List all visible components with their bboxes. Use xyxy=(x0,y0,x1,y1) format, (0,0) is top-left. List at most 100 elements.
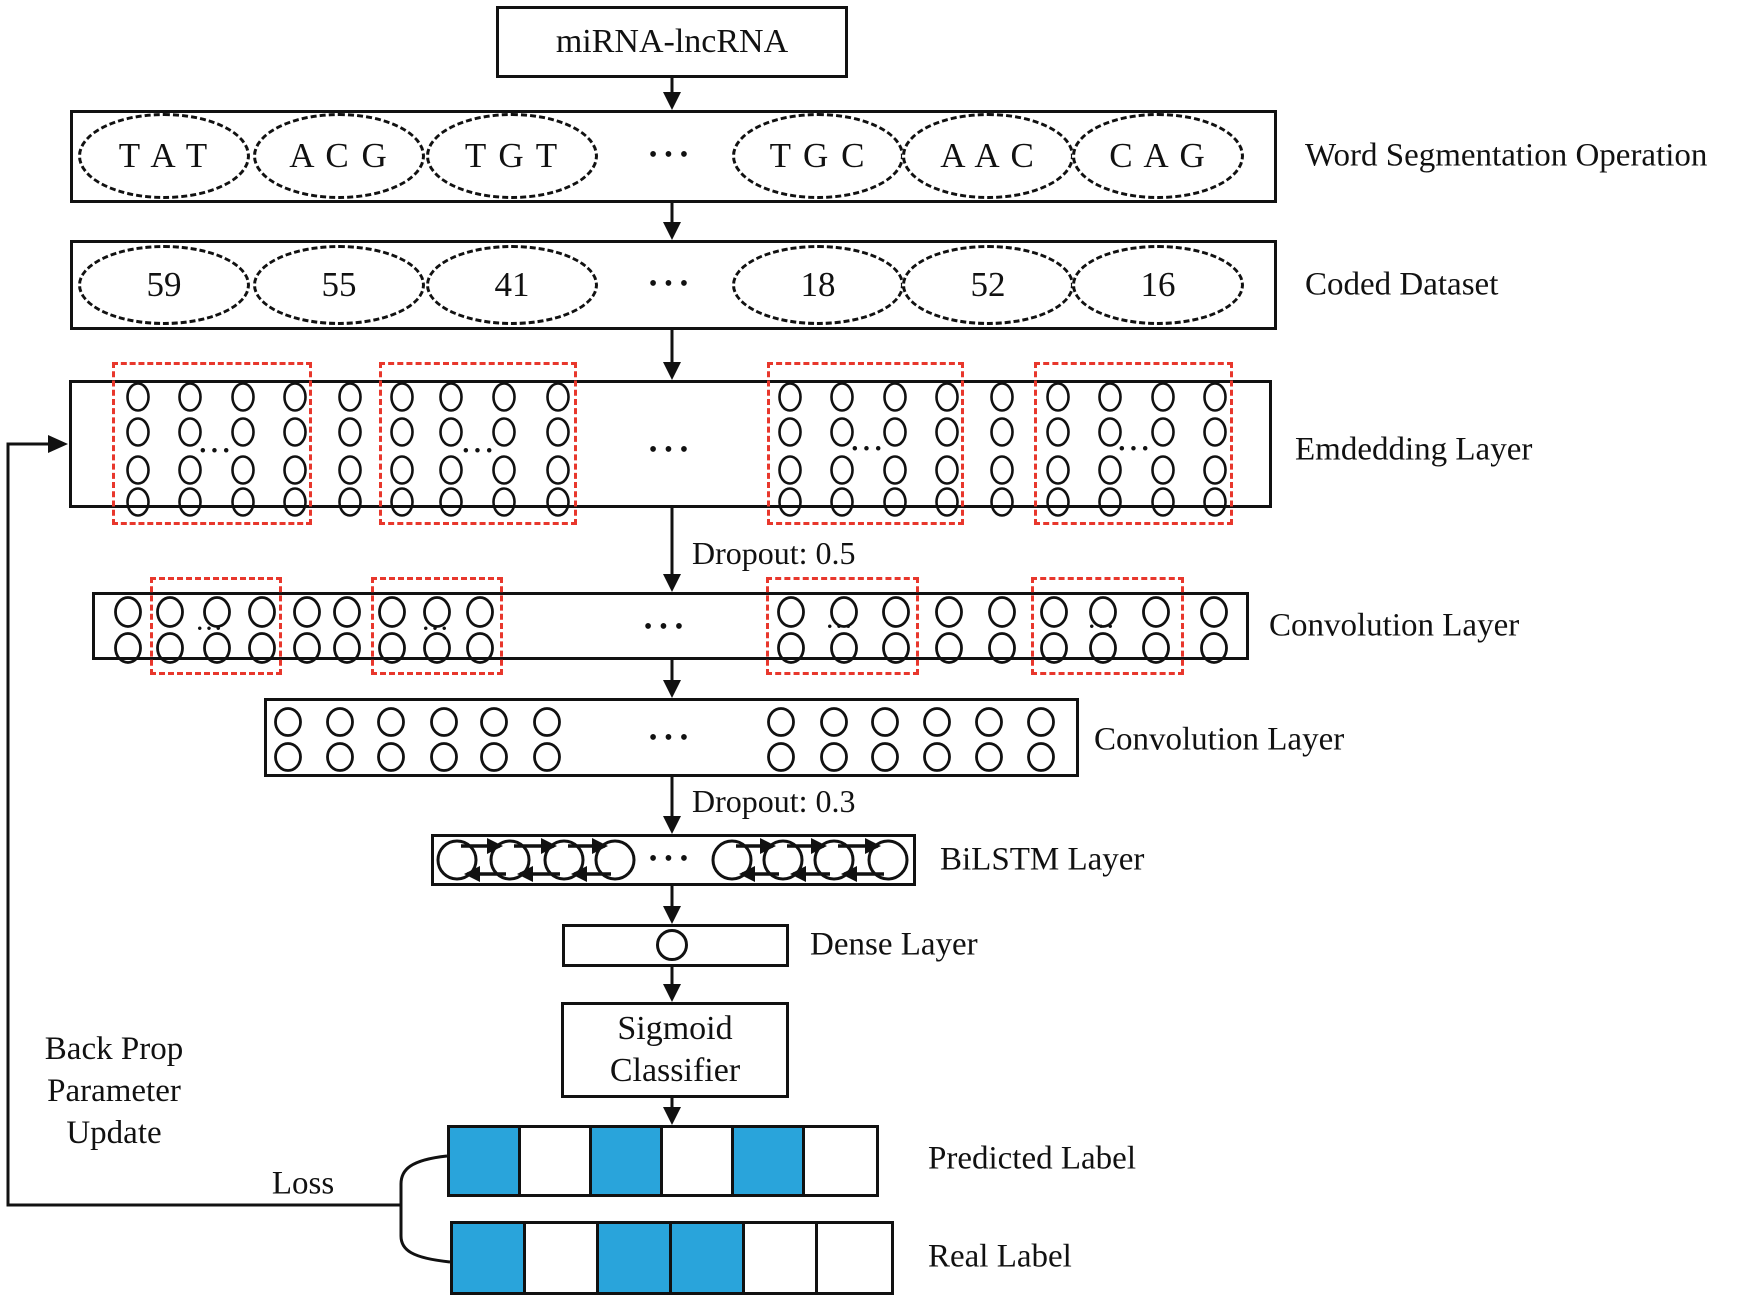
embedding-neuron xyxy=(1046,455,1070,485)
embedding-neuron xyxy=(778,455,802,485)
embedding-neuron xyxy=(492,487,516,517)
loss-brace xyxy=(399,1154,451,1264)
embedding-neuron xyxy=(492,417,516,447)
real-cell-white xyxy=(526,1224,599,1292)
embedding-neuron xyxy=(231,417,255,447)
sigmoid-classifier-box: Sigmoid Classifier xyxy=(561,1002,789,1098)
conv1-neuron xyxy=(466,596,494,628)
conv1-neuron xyxy=(114,596,142,628)
kernel-window xyxy=(150,577,282,675)
embedding-neuron xyxy=(439,417,463,447)
embedding-neuron xyxy=(338,455,362,485)
predicted-label-row xyxy=(447,1125,879,1197)
ellipsis-dots: ••• xyxy=(199,440,235,462)
conv1-neuron xyxy=(156,596,184,628)
real-cell-white xyxy=(745,1224,818,1292)
conv1-neuron xyxy=(203,596,231,628)
kernel-window xyxy=(766,577,919,675)
predicted-cell-white xyxy=(805,1128,876,1194)
conv2-neuron xyxy=(430,707,458,737)
kernel-window xyxy=(1034,362,1233,525)
embedding-neuron xyxy=(990,382,1014,412)
flow-arrowhead-3 xyxy=(663,362,681,380)
ellipsis-dots: ••• xyxy=(648,271,696,298)
kernel-window xyxy=(371,577,503,675)
conv1-neuron xyxy=(378,632,406,664)
conv2-neuron xyxy=(274,742,302,772)
embedding-neuron xyxy=(283,455,307,485)
embedding-neuron xyxy=(390,417,414,447)
conv1-neuron xyxy=(248,632,276,664)
embedding-neuron xyxy=(1203,487,1227,517)
conv2-neuron xyxy=(871,707,899,737)
conv2-neuron xyxy=(1027,707,1055,737)
conv2-neuron xyxy=(767,742,795,772)
conv1-neuron xyxy=(156,632,184,664)
conv1-neuron xyxy=(1200,632,1228,664)
conv1-neuron xyxy=(988,632,1016,664)
embedding-neuron xyxy=(1098,417,1122,447)
word-segmentation-label: Word Segmentation Operation xyxy=(1305,137,1708,174)
conv2-neuron xyxy=(326,707,354,737)
embedding-neuron xyxy=(1151,417,1175,447)
embedding-neuron xyxy=(1046,487,1070,517)
backprop-line3: Update xyxy=(66,1115,162,1151)
embedding-neuron xyxy=(178,382,202,412)
ellipsis-dots: ••• xyxy=(827,619,855,636)
conv2-neuron xyxy=(326,742,354,772)
embedding-neuron xyxy=(883,417,907,447)
convolution-layer2-label: Convolution Layer xyxy=(1094,721,1345,758)
bilstm-layer-box xyxy=(431,834,916,886)
conv2-neuron xyxy=(480,707,508,737)
conv1-neuron xyxy=(1089,596,1117,628)
embedding-neuron xyxy=(1098,487,1122,517)
flow-arrowhead-1 xyxy=(663,92,681,110)
conv1-neuron xyxy=(1040,596,1068,628)
kernel-window xyxy=(1031,577,1184,675)
conv1-neuron xyxy=(830,632,858,664)
conv1-neuron xyxy=(935,596,963,628)
trigram-ellipse: T A T xyxy=(78,113,250,199)
embedding-neuron xyxy=(830,382,854,412)
embedding-neuron xyxy=(390,455,414,485)
conv1-neuron xyxy=(1040,632,1068,664)
bilstm-layer-label: BiLSTM Layer xyxy=(940,841,1145,878)
embedding-neuron xyxy=(283,487,307,517)
embedding-neuron xyxy=(439,455,463,485)
ellipsis-dots: ••• xyxy=(648,142,696,169)
conv1-neuron xyxy=(423,596,451,628)
embedding-neuron xyxy=(990,417,1014,447)
word-segmentation-box xyxy=(70,110,1277,203)
embedding-neuron xyxy=(778,487,802,517)
conv1-neuron xyxy=(333,632,361,664)
embedding-neuron xyxy=(1151,487,1175,517)
embedding-neuron xyxy=(830,417,854,447)
input-box: miRNA-lncRNA xyxy=(496,6,848,78)
kernel-window xyxy=(379,362,577,525)
real-cell-blue xyxy=(599,1224,672,1292)
flow-arrowhead-6 xyxy=(663,816,681,834)
code-ellipse: 18 xyxy=(732,245,904,325)
embedding-neuron xyxy=(178,455,202,485)
sigmoid-line2: Classifier xyxy=(609,1052,741,1089)
conv2-neuron xyxy=(975,707,1003,737)
embedding-neuron xyxy=(935,455,959,485)
flow-arrowhead-4 xyxy=(663,574,681,592)
embedding-neuron xyxy=(492,455,516,485)
embedding-neuron xyxy=(990,487,1014,517)
conv1-neuron xyxy=(203,632,231,664)
embedding-neuron xyxy=(1203,417,1227,447)
ellipsis-dots: ••• xyxy=(1118,438,1154,460)
ellipsis-dots: ••• xyxy=(648,437,696,464)
ellipsis-dots: ••• xyxy=(648,846,696,873)
real-cell-blue xyxy=(672,1224,745,1292)
embedding-neuron xyxy=(830,455,854,485)
conv1-neuron xyxy=(114,632,142,664)
embedding-neuron xyxy=(883,455,907,485)
dropout-05-label: Dropout: 0.5 xyxy=(692,535,856,571)
conv1-neuron xyxy=(1089,632,1117,664)
code-ellipse: 55 xyxy=(253,245,425,325)
embedding-neuron xyxy=(883,382,907,412)
conv1-neuron xyxy=(882,632,910,664)
